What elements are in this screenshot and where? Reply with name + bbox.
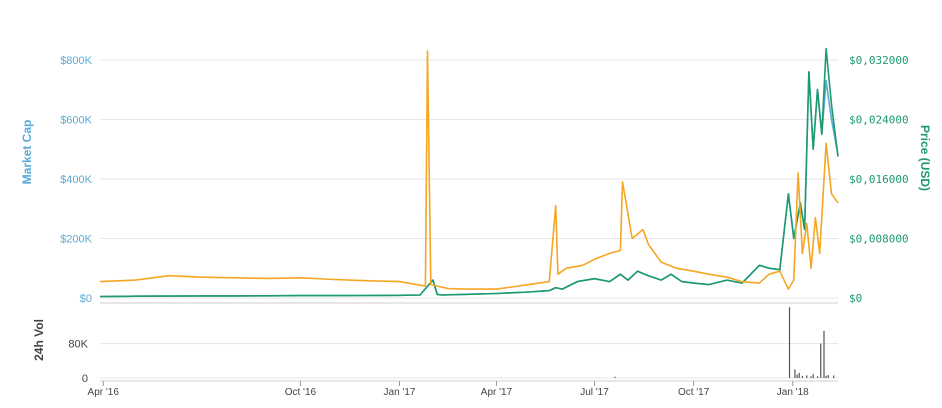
volume-bar (833, 375, 835, 378)
left-tick-label: $600K (60, 114, 92, 126)
left-tick-label: $800K (60, 55, 92, 67)
volume-bar (810, 376, 812, 378)
volume-bar (801, 375, 804, 378)
volume-bar (816, 376, 819, 378)
left-tick-label: $400K (60, 174, 92, 186)
series-lines (99, 47, 839, 298)
x-tick-label: Jan '17 (384, 387, 416, 398)
volume-bars (614, 307, 835, 378)
right-tick-label: $0,016000 (849, 173, 909, 186)
series-line-2 (99, 47, 839, 298)
volume-bar (825, 375, 827, 378)
series-line-3 (99, 50, 839, 290)
right-tick-label: $0,008000 (849, 232, 909, 245)
grid-lines (100, 59, 838, 382)
right-tick-label: $0,024000 (849, 113, 909, 126)
volume-bar (812, 374, 814, 378)
volume-tick-label: 80K (68, 339, 88, 351)
left-tick-label: $0 (80, 293, 92, 305)
left-axis-title: Market Cap (20, 120, 34, 185)
right-tick-label: $0 (849, 292, 862, 305)
right-axis-title: Price (USD) (918, 125, 932, 191)
volume-bar (794, 369, 796, 378)
volume-bar (796, 374, 798, 378)
volume-bar (788, 307, 791, 378)
axes: $0 $200K $400K $600K $800K $0 $0,008000 $0,0160… (60, 54, 908, 398)
volume-bar (820, 343, 822, 378)
left-tick-label: $200K (60, 233, 92, 245)
x-tick-label: Oct '17 (678, 387, 710, 398)
volume-axis-title: 24h Vol (32, 319, 46, 361)
x-tick-label: Jul '17 (580, 387, 609, 398)
x-tick-label: Oct '16 (285, 387, 317, 398)
right-tick-label: $0,032000 (849, 54, 909, 67)
volume-bar (823, 330, 825, 378)
volume-bar (806, 375, 808, 378)
x-tick-label: Apr '16 (88, 387, 120, 398)
x-tick-label: Apr '17 (481, 387, 513, 398)
volume-tick-label: 0 (82, 373, 88, 385)
volume-bar (614, 376, 616, 378)
volume-bar (827, 374, 829, 378)
series-line-1 (99, 71, 839, 298)
volume-bar (798, 372, 800, 378)
x-tick-label: Jan '18 (777, 387, 809, 398)
